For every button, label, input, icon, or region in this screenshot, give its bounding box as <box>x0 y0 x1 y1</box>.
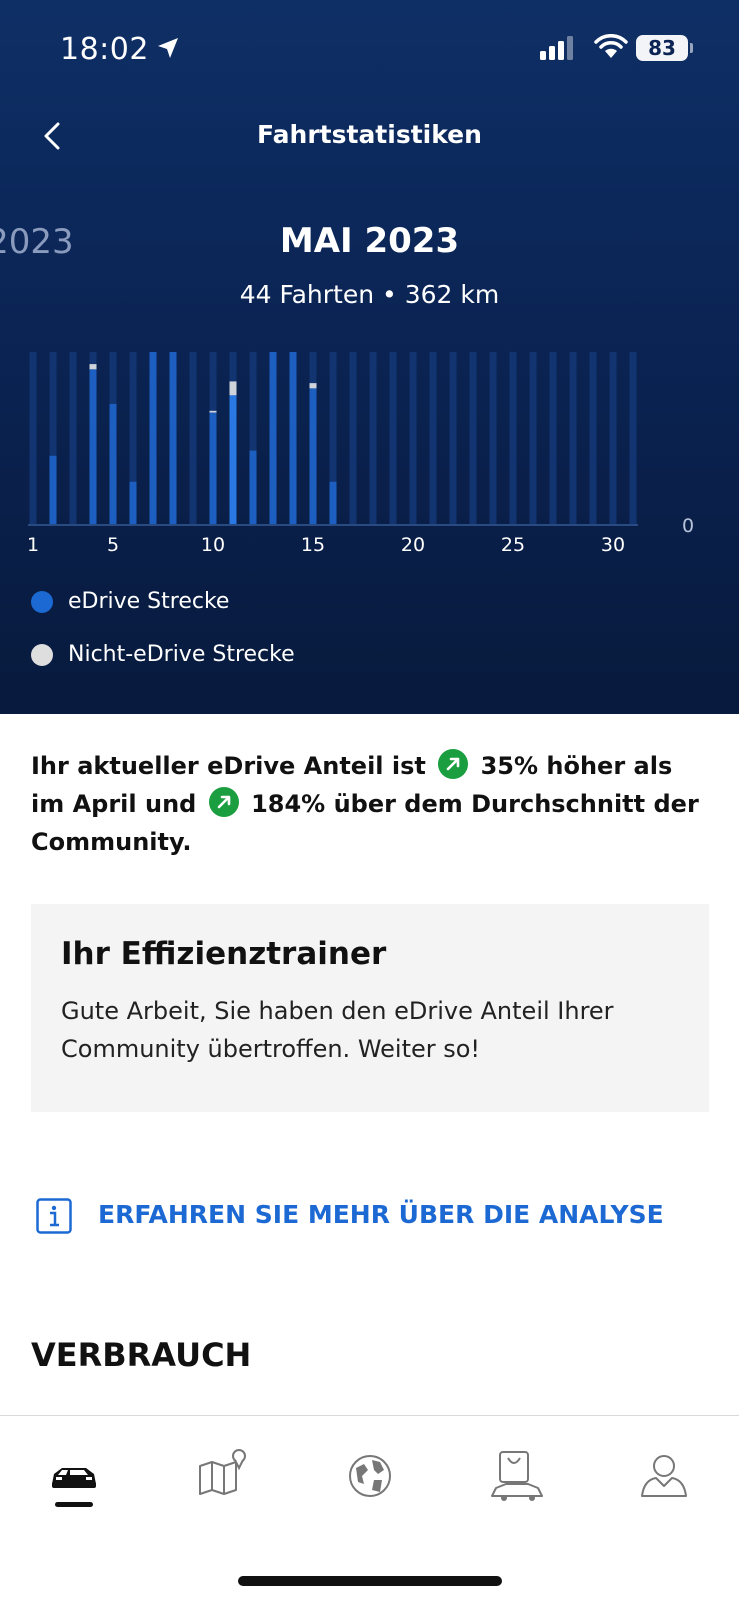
edrive-bar-day-8[interactable] <box>169 352 177 525</box>
bar-track-day-17 <box>349 352 357 525</box>
current-month-label: MAI 2023 <box>279 221 460 261</box>
learn-more-label: ERFAHREN SIE MEHR ÜBER DIE ANALYSE <box>98 1200 664 1229</box>
non-edrive-bar-day-4[interactable] <box>89 364 97 370</box>
y-axis-label: 0 <box>682 515 694 537</box>
bar-track-day-19 <box>389 352 397 525</box>
bar-track-day-29 <box>589 352 597 525</box>
consumption-section-title: VERBRAUCH <box>31 1336 252 1374</box>
bar-track-day-20 <box>409 352 417 525</box>
non-edrive-bar-day-15[interactable] <box>309 383 317 389</box>
cellular-signal-icon <box>540 36 573 60</box>
bar-track-day-26 <box>529 352 537 525</box>
bar-track-day-24 <box>489 352 497 525</box>
coach-text: Gute Arbeit, Sie haben den eDrive Anteil… <box>61 997 614 1063</box>
edrive-bar-day-2[interactable] <box>49 455 57 525</box>
non-edrive-bar-day-11[interactable] <box>229 381 237 396</box>
x-tick-label: 15 <box>301 534 325 556</box>
edrive-comparison-text: Ihr aktueller eDrive Anteil ist 35% höhe… <box>31 747 711 861</box>
bar-track-day-1 <box>29 352 37 525</box>
home-indicator <box>238 1576 502 1586</box>
info-icon <box>36 1198 72 1234</box>
non-edrive-bar-day-10[interactable] <box>209 410 217 413</box>
wifi-icon <box>594 34 628 58</box>
bar-track-day-25 <box>509 352 517 525</box>
edrive-bar-day-6[interactable] <box>129 481 137 525</box>
battery-indicator: 83 <box>636 35 688 61</box>
x-tick-label: 30 <box>601 534 625 556</box>
bar-track-day-16 <box>329 352 337 525</box>
x-tick-label: 10 <box>201 534 225 556</box>
learn-more-link[interactable]: ERFAHREN SIE MEHR ÜBER DIE ANALYSE <box>36 1196 716 1236</box>
shop-icon[interactable] <box>488 1446 548 1506</box>
legend-edrive-dot <box>31 591 53 613</box>
trend-up-arrow-icon <box>208 787 239 817</box>
globe-icon[interactable] <box>340 1446 400 1506</box>
edrive-bar-day-4[interactable] <box>89 369 97 525</box>
legend-non-edrive-dot <box>31 644 53 666</box>
comparison-part-1: Ihr aktueller eDrive Anteil ist <box>31 752 426 780</box>
previous-month-label[interactable]: APRIL 2023 <box>0 222 74 262</box>
comparison-part-2: 35% höher als im April und <box>31 752 673 818</box>
bar-track-day-23 <box>469 352 477 525</box>
location-arrow-icon <box>158 38 178 58</box>
status-bar: 18:02 83 <box>0 28 739 68</box>
edrive-bar-day-12[interactable] <box>249 450 257 525</box>
bar-track-day-22 <box>449 352 457 525</box>
bar-track-day-12 <box>249 352 257 525</box>
bar-track-day-30 <box>609 352 617 525</box>
bar-track-day-6 <box>129 352 137 525</box>
active-tab-indicator <box>55 1502 93 1507</box>
profile-icon[interactable] <box>634 1446 694 1506</box>
bar-track-day-9 <box>189 352 197 525</box>
bar-track-day-21 <box>429 352 437 525</box>
efficiency-coach-card: Ihr Effizienztrainer Gute Arbeit, Sie ha… <box>31 904 709 1112</box>
edrive-bar-day-14[interactable] <box>289 352 297 525</box>
edrive-bar-day-13[interactable] <box>269 352 277 525</box>
bar-track-day-28 <box>569 352 577 525</box>
coach-title: Ihr Effizienztrainer <box>61 936 387 972</box>
bar-track-day-31 <box>629 352 637 525</box>
x-tick-label: 1 <box>27 534 39 556</box>
trip-bar-chart: 1 5 10 15 20 25 300 <box>27 352 694 556</box>
bottom-tab-bar <box>0 1415 739 1601</box>
bar-track-day-2 <box>49 352 57 525</box>
stats-header: 18:02 83 Fahrtstatistiken APRIL 2023 MAI… <box>0 0 739 714</box>
legend-edrive-label: eDrive Strecke <box>68 589 230 614</box>
back-chevron-icon[interactable] <box>36 118 72 154</box>
bar-track-day-18 <box>369 352 377 525</box>
x-tick-label: 5 <box>107 534 119 556</box>
edrive-bar-day-16[interactable] <box>329 481 337 525</box>
status-time: 18:02 <box>60 32 149 67</box>
edrive-bar-day-10[interactable] <box>209 412 217 525</box>
edrive-bar-day-7[interactable] <box>149 352 157 525</box>
edrive-bar-day-5[interactable] <box>109 403 117 525</box>
bar-track-day-27 <box>549 352 557 525</box>
trend-up-arrow-icon <box>438 749 469 779</box>
page-title: Fahrtstatistiken <box>257 120 482 149</box>
edrive-bar-day-11[interactable] <box>229 395 237 525</box>
x-tick-label: 20 <box>401 534 425 556</box>
bar-track-day-3 <box>69 352 77 525</box>
comparison-part-3: 184% über dem Durchschnitt der Community… <box>31 790 699 856</box>
edrive-bar-day-15[interactable] <box>309 388 317 525</box>
month-summary: 44 Fahrten • 362 km <box>239 280 500 309</box>
legend-non-edrive-label: Nicht-eDrive Strecke <box>68 642 295 667</box>
battery-tip <box>690 43 693 53</box>
x-tick-label: 25 <box>501 534 525 556</box>
map-icon[interactable] <box>194 1446 254 1506</box>
previous-month-clip: APRIL 2023 <box>0 0 100 714</box>
car-icon[interactable] <box>44 1446 104 1506</box>
